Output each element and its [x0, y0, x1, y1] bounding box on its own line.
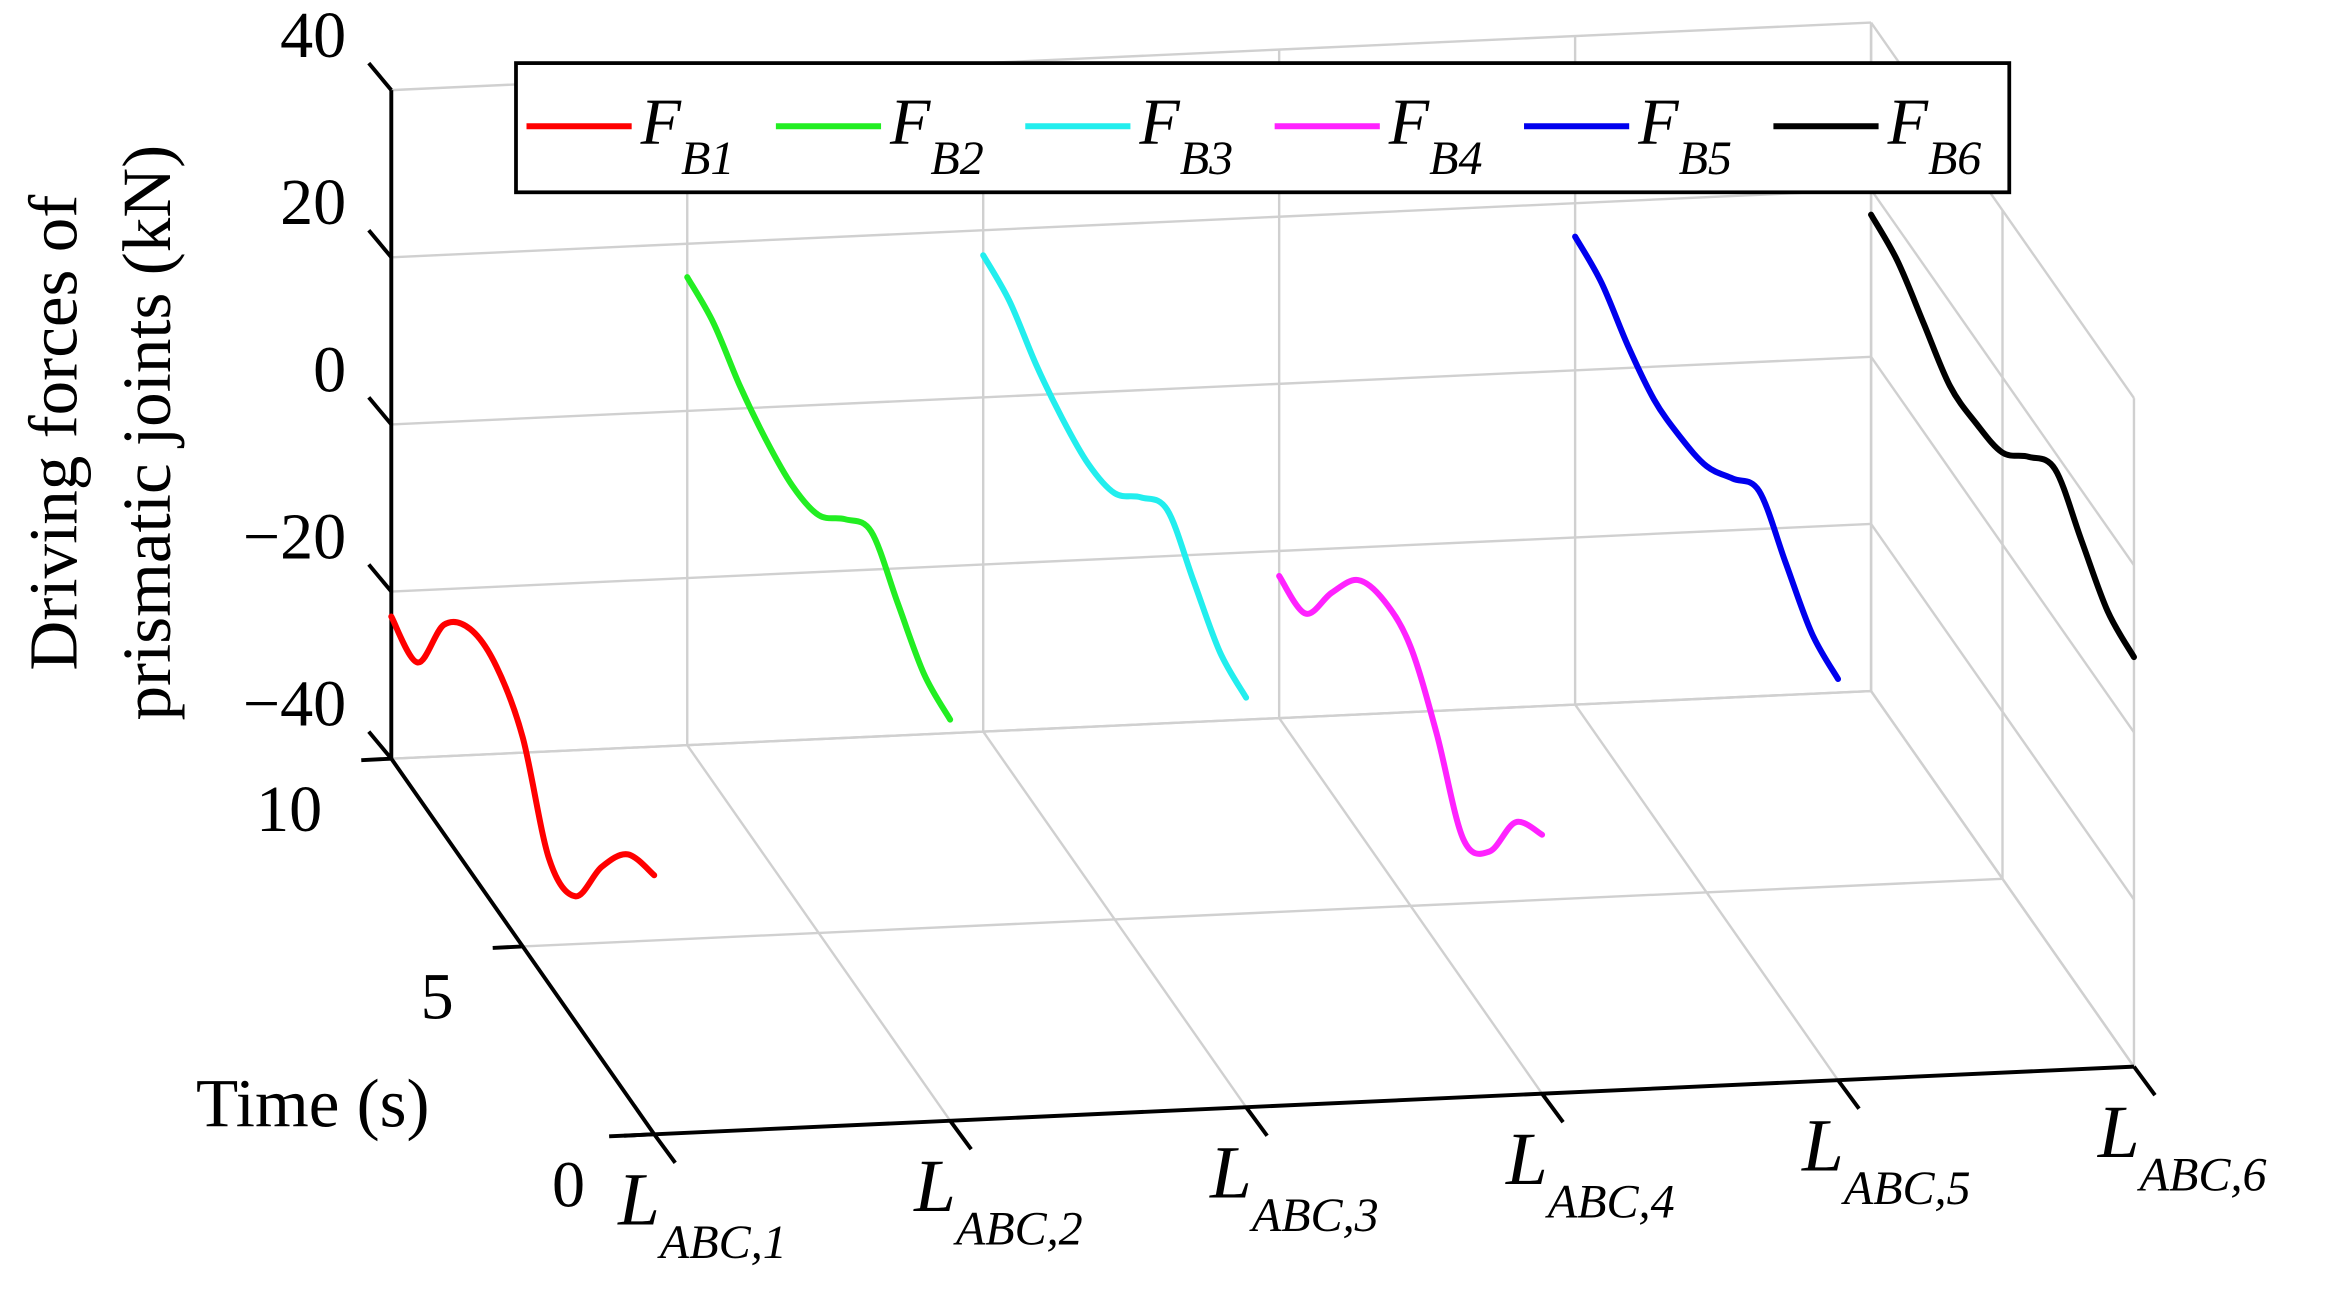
z-tick: [367, 730, 393, 760]
y-tick-label: 0: [552, 1148, 585, 1221]
x-tick-label: LABC,1: [617, 1158, 787, 1269]
x-tick: [2132, 1065, 2157, 1097]
z-tick: [367, 563, 393, 593]
z-tick-label: −20: [243, 500, 346, 573]
x-tick: [948, 1119, 973, 1151]
z-axis-label: prismatic joints (kN): [108, 145, 185, 721]
grid-line: [391, 689, 1872, 760]
grid-line: [1574, 703, 1839, 1081]
z-tick-label: 0: [313, 333, 346, 406]
grid-line: [686, 744, 952, 1122]
grid-line: [391, 522, 1872, 593]
series-line: [1572, 233, 1842, 683]
y-tick-label: 10: [256, 773, 322, 846]
z-axis-label: Driving forces of: [15, 194, 92, 671]
legend-label: FB6: [1887, 86, 1982, 185]
y-tick-label: 5: [421, 961, 454, 1034]
legend-label: FB2: [889, 86, 984, 185]
x-tick-label: LABC,3: [1209, 1131, 1379, 1242]
grid-line: [391, 355, 1872, 426]
x-tick: [1836, 1078, 1861, 1110]
x-tick-label: LABC,5: [1801, 1104, 1971, 1215]
series-line: [684, 274, 954, 723]
z-tick-label: 40: [280, 0, 346, 72]
series-line: [1276, 572, 1546, 857]
y-tick: [492, 944, 523, 950]
x-axis: [609, 1064, 2135, 1139]
z-tick: [367, 228, 393, 259]
z-tick: [367, 61, 393, 92]
legend-label: FB5: [1637, 86, 1732, 185]
legend-label: FB3: [1138, 86, 1233, 185]
x-tick-label: LABC,4: [1505, 1118, 1675, 1229]
grid-line: [982, 730, 1248, 1108]
series-line: [1868, 211, 2137, 661]
series-line: [388, 613, 658, 900]
x-tick-label: LABC,6: [2097, 1091, 2267, 1202]
legend: FB1 FB2 FB3 FB4 FB5 FB6: [514, 61, 2012, 195]
axes: [361, 61, 2157, 1164]
y-axis-label: Time (s): [196, 1065, 430, 1142]
legend-label: FB4: [1388, 86, 1483, 185]
z-tick-label: −40: [243, 668, 346, 741]
grid-line: [1278, 717, 1544, 1095]
x-tick-label: LABC,2: [913, 1145, 1083, 1256]
series-line: [980, 252, 1250, 701]
x-tick: [1244, 1106, 1269, 1137]
y-tick: [624, 1132, 655, 1138]
z-tick-label: 20: [280, 166, 346, 239]
legend-box: [514, 61, 2012, 195]
z-tick: [367, 396, 393, 426]
y-tick: [361, 756, 392, 763]
grid-line: [1870, 690, 2135, 1068]
grid-line: [391, 188, 1872, 259]
x-tick: [1540, 1092, 1565, 1124]
grid-line: [522, 877, 2003, 948]
x-tick: [652, 1133, 677, 1164]
labels: Driving forces of prismatic joints (kN) …: [15, 0, 2267, 1269]
plot-lines: [388, 211, 2137, 900]
legend-label: FB1: [640, 86, 735, 185]
